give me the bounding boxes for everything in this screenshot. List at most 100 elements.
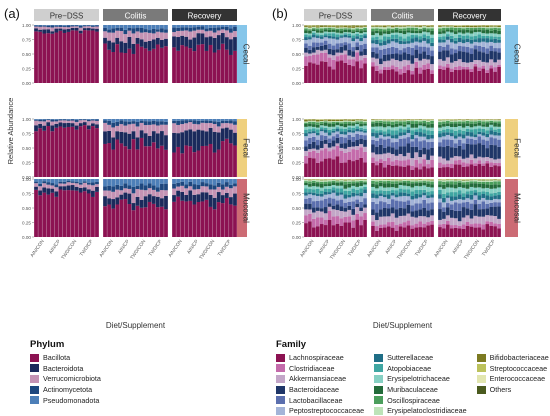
bar-segment	[347, 36, 351, 38]
bar-segment	[192, 31, 196, 38]
bar-segment	[156, 25, 160, 29]
x-tick-label: TWD/CON	[463, 238, 481, 261]
bar-segment	[450, 140, 454, 147]
bar-segment	[454, 120, 458, 121]
bar-segment	[103, 38, 107, 44]
bar-segment	[391, 135, 395, 138]
legend-phylum-item: Actinomycetota	[30, 385, 101, 395]
bar-segment	[95, 120, 99, 121]
bar-segment	[229, 179, 233, 185]
bar-segment	[418, 39, 422, 42]
bar-segment	[63, 26, 67, 27]
bar-segment	[136, 189, 140, 197]
bar-segment	[466, 202, 470, 209]
bar-segment	[140, 123, 144, 130]
bar-segment	[355, 146, 359, 150]
bar-segment	[497, 60, 501, 65]
bar-segment	[383, 154, 387, 161]
bar-segment	[497, 40, 501, 43]
bar-segment	[176, 191, 180, 197]
bar-segment	[438, 122, 442, 125]
bar-segment	[407, 130, 411, 133]
bar-segment	[71, 25, 75, 26]
bar-segment	[422, 166, 426, 177]
bar-segment	[363, 124, 367, 126]
bar-segment	[383, 216, 387, 224]
bar-segment	[375, 154, 379, 161]
bar-segment	[485, 127, 489, 131]
bar-segment	[426, 130, 430, 135]
bar-segment	[375, 161, 379, 165]
bar-segment	[355, 42, 359, 46]
bar-segment	[489, 125, 493, 128]
bar-segment	[470, 180, 474, 181]
bar-segment	[59, 182, 63, 184]
bar-segment	[493, 199, 497, 202]
bar-segment	[205, 200, 209, 237]
bar-segment	[454, 164, 458, 177]
legend-family-item: Lactobacillaceae	[276, 395, 364, 405]
bar-segment	[418, 186, 422, 190]
legend-family-swatch	[477, 364, 486, 372]
bar-segment	[371, 29, 375, 32]
bar-segment	[478, 60, 482, 67]
bar-segment	[180, 192, 184, 201]
bar-segment	[430, 31, 434, 35]
bar-segment	[379, 64, 383, 69]
bar-segment	[304, 185, 308, 188]
bar-segment	[426, 203, 430, 210]
bar-segment	[379, 180, 383, 181]
bar-segment	[497, 199, 501, 202]
bar-segment	[172, 47, 176, 83]
bar-segment	[184, 123, 188, 130]
bar-segment	[363, 126, 367, 129]
bar-segment	[399, 201, 403, 208]
bar-segment	[34, 125, 38, 131]
bar-segment	[160, 207, 164, 237]
bar-segment	[466, 52, 470, 62]
bar-segment	[481, 145, 485, 157]
bar-segment	[59, 122, 63, 126]
x-tick-label: TWD/CON	[129, 238, 147, 261]
bar-segment	[225, 30, 229, 37]
bar-segment	[478, 180, 482, 181]
bar-segment	[391, 69, 395, 83]
bar-segment	[414, 186, 418, 190]
legend-family-swatch	[477, 354, 486, 362]
bar-segment	[466, 184, 470, 188]
bar-segment	[38, 128, 42, 177]
bar-segment	[304, 180, 308, 181]
bar-segment	[152, 204, 156, 237]
x-tick-label: TWD/CON	[396, 238, 414, 261]
bar-segment	[407, 200, 411, 205]
bar-segment	[481, 166, 485, 177]
bar-segment	[438, 37, 442, 40]
bar-segment	[407, 54, 411, 60]
y-tick-label: 0.50	[22, 52, 31, 57]
bar-segment	[316, 196, 320, 201]
bar-segment	[164, 29, 168, 32]
x-axis-label: Diet/Supplement	[106, 321, 166, 330]
bar-segment	[493, 179, 497, 180]
bar-segment	[407, 60, 411, 64]
bar-segment	[407, 119, 411, 120]
bar-segment	[312, 37, 316, 42]
bar-segment	[136, 44, 140, 83]
bar-segment	[442, 198, 446, 203]
bar-segment	[140, 179, 144, 184]
bar-segment	[466, 42, 470, 47]
bar-segment	[192, 121, 196, 124]
bar-segment	[414, 121, 418, 124]
bar-segment	[50, 31, 54, 33]
bar-segment	[418, 181, 422, 183]
bar-segment	[320, 127, 324, 129]
bar-segment	[320, 131, 324, 135]
bar-segment	[156, 187, 160, 191]
bar-segment	[399, 120, 403, 121]
bar-segment	[132, 139, 136, 177]
bar-segment	[320, 180, 324, 181]
bar-segment	[493, 72, 497, 83]
bar-segment	[111, 119, 115, 123]
bar-segment	[320, 188, 324, 191]
bar-segment	[399, 196, 403, 201]
